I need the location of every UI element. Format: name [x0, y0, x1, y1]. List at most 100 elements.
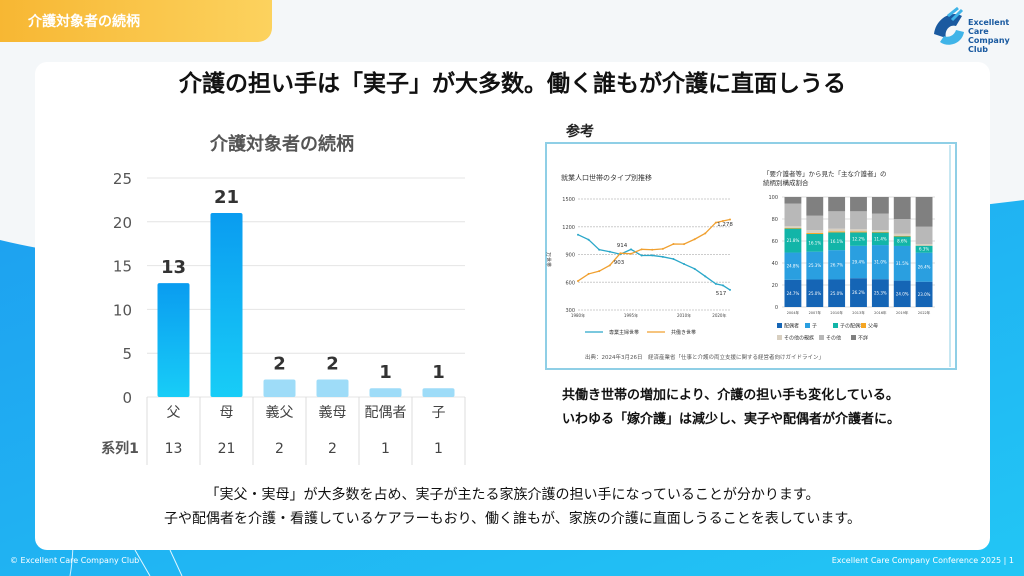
stacked-segment [850, 231, 867, 233]
y-tick-label: 20 [113, 214, 132, 232]
stacked-segment [784, 226, 802, 228]
data-label: 1 [379, 362, 392, 383]
segment-label: 25.3% [874, 291, 887, 296]
caption-line-2: いわゆる「嫁介護」は減少し、実子や配偶者が介護者に。 [562, 412, 901, 427]
data-point [721, 220, 724, 223]
stacked-segment [893, 235, 911, 237]
stacked-segment [828, 250, 846, 280]
stacked-segment [850, 229, 867, 232]
segment-label: 25.0% [808, 291, 821, 296]
data-point [729, 218, 731, 221]
x-tick-label: 2010年 [677, 312, 691, 318]
data-point [704, 232, 707, 235]
stacked-segment [806, 197, 824, 216]
stacked-segment [850, 245, 867, 279]
stacked-segment [828, 197, 846, 212]
x-tick-label: 2013年 [852, 310, 865, 315]
x-tick-label: 2004年 [787, 310, 800, 315]
stacked-segment [784, 227, 802, 229]
bar [369, 388, 402, 397]
stacked-segment [806, 232, 824, 234]
legend-label: 共働き世帯 [671, 329, 696, 336]
stacked-segment [784, 279, 802, 307]
data-point [661, 255, 664, 258]
segment-label: 24.7% [787, 291, 800, 296]
stacked-segment [893, 245, 911, 281]
y-tick-label: 600 [565, 280, 575, 286]
category-label: 子 [432, 405, 446, 421]
table-value: 21 [218, 441, 236, 457]
segment-label: 26.2% [852, 290, 865, 295]
stacked-segment [806, 233, 824, 252]
segment-label: 12.2% [852, 237, 865, 242]
data-point [587, 272, 590, 275]
footer-copyright: © Excellent Care Company Club [10, 556, 140, 565]
segment-label: 23.0% [918, 292, 931, 297]
y-tick-label: 900 [565, 253, 575, 259]
legend-label: 子 [812, 323, 817, 330]
legend-label: 子の配偶者 [840, 323, 865, 330]
x-tick-label: 1980年 [571, 312, 585, 318]
data-point [714, 221, 717, 224]
logo-text: Excellent Care Company Club [968, 18, 1010, 54]
x-tick-label: 2022年 [918, 310, 931, 315]
source-note: 出典：2024年3月26日 経済産業省「仕事と介護の両立支援に関する経営者向けガ… [585, 353, 824, 361]
data-point [619, 252, 622, 255]
stacked-segment [893, 233, 911, 236]
stacked-segment [915, 281, 933, 307]
data-point [729, 288, 731, 291]
stacked-segment [915, 244, 933, 246]
y-tick-label: 1200 [562, 225, 575, 231]
section-tab: 介護対象者の続柄 [0, 0, 272, 42]
bar [316, 379, 349, 397]
table-value: 2 [328, 441, 337, 457]
stacked-segment [784, 197, 802, 204]
data-point [721, 284, 724, 287]
data-point [661, 247, 664, 250]
data-label: 2 [273, 353, 286, 374]
data-label: 1 [432, 362, 445, 383]
legend-swatch [777, 323, 782, 328]
stacked-segment [915, 226, 933, 245]
category-label: 母 [220, 405, 234, 421]
y-tick-label: 0 [775, 305, 778, 311]
data-point [640, 248, 643, 251]
stacked-segment [871, 197, 889, 214]
data-point [577, 279, 579, 282]
bar-chart-title: 続柄別構成割合 [763, 178, 809, 187]
x-tick-label: 2019年 [896, 310, 909, 315]
data-point [693, 267, 696, 270]
chart-title: 介護対象者の続柄 [209, 133, 354, 155]
segment-label: 16.1% [808, 240, 821, 245]
stacked-segment [915, 245, 933, 253]
figure-border [545, 142, 957, 370]
segment-label: 16.1% [830, 239, 843, 244]
legend-label: 専業主婦世帯 [609, 329, 639, 336]
stacked-segment [806, 251, 824, 280]
footer-conference: Excellent Care Company Conference 2025 |… [831, 556, 1014, 565]
legend-label: 配偶者 [784, 323, 799, 330]
data-annotation: 914 [617, 243, 628, 249]
y-tick-label: 300 [565, 308, 575, 314]
legend-label: 不詳 [858, 335, 868, 342]
caption-line-1: 共働き世帯の増加により、介護の担い手も変化している。 [562, 388, 899, 403]
table-value: 1 [381, 441, 390, 457]
series-line [577, 234, 731, 291]
stacked-segment [806, 230, 824, 233]
stacked-segment [871, 230, 889, 232]
y-tick-label: 60 [772, 239, 778, 245]
page-title: 介護の担い手は「実子」が大多数。働く誰もが介護に直面しうる [179, 71, 846, 97]
data-label: 2 [326, 353, 339, 374]
stacked-segment [828, 231, 846, 233]
summary-line-2: 子や配偶者を介護・看護しているケアラーもおり、働く誰もが、家族の介護に直面しうる… [164, 511, 861, 527]
stacked-segment [806, 279, 824, 307]
table-series-label: 系列1 [101, 440, 139, 457]
bar [422, 388, 455, 397]
bar [210, 213, 243, 397]
data-point [598, 248, 601, 251]
x-tick-label: 1995年 [624, 312, 638, 318]
bar [263, 379, 296, 397]
segment-label: 21.8% [787, 238, 800, 243]
data-point [704, 275, 707, 278]
